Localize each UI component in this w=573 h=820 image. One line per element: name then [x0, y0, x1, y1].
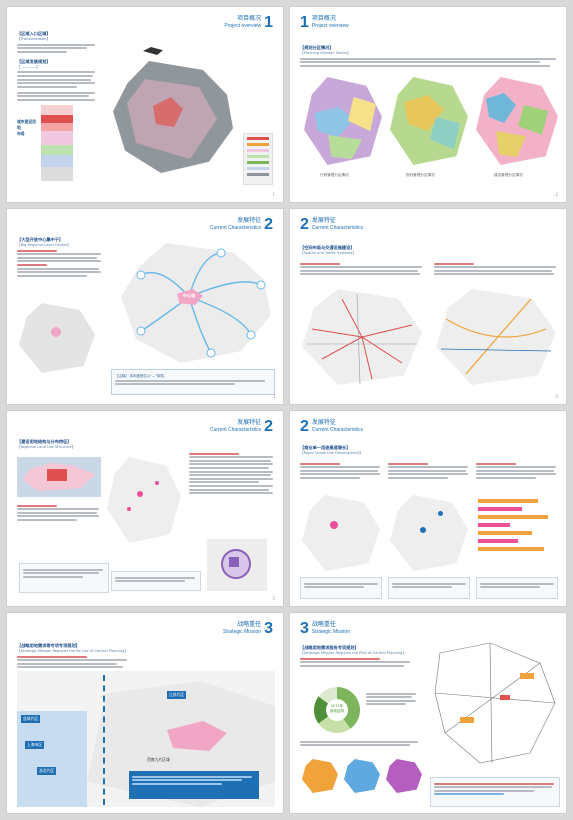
page-1: 项目概况 Project overview 1 【区域入口区域】 【Transp… — [6, 6, 284, 203]
section-sub: 【Planning Division Status】 — [300, 51, 351, 55]
section-sub: 【 ————】 — [17, 64, 40, 69]
center-city-label: 中心城 — [183, 293, 195, 298]
section-sub: 【Rapid Single-Use Development】 — [300, 451, 363, 455]
section-title: 【商业单一用途高速增长】 — [300, 445, 351, 450]
growth-bar-chart — [478, 495, 558, 571]
page-title-cn: 发展特征 — [237, 419, 262, 426]
page-5-header: 发展特征 Current Characteristics 2 — [210, 419, 273, 435]
page-number-badge: 2 — [264, 216, 273, 233]
donut-label: 2011年 用地结构 — [326, 699, 348, 721]
land-structure-donut: 2011年 用地结构 — [314, 687, 360, 733]
section-title: 【战略用地需求服务专项规划】 — [300, 645, 359, 650]
page-7: 战略重任 Strategic Mission 3 【战略用地需求等专项专项规划】… — [6, 612, 284, 814]
map-label: 城市建设用地 布局 — [17, 119, 36, 136]
page-2: 1 项目概况 Project overview 【规划分区情况】 【Planni… — [289, 6, 567, 203]
mini-map-blue — [344, 759, 380, 793]
page-5: 发展特征 Current Characteristics 2 【建设用地结构与分… — [6, 410, 284, 607]
region-label: 总体片区 — [21, 715, 41, 723]
center-network-map: 中心城 — [111, 235, 279, 365]
section-sub: 【Strategic Mission Requires the Plan of … — [300, 651, 406, 655]
page-2-header: 1 项目概况 Project overview — [300, 15, 349, 31]
section-sub: 【Spatial and Traffic Systems】 — [300, 251, 356, 255]
small-region-map — [19, 303, 95, 373]
page-title-cn: 项目概况 — [237, 15, 262, 22]
region-label: 浙北片区 — [37, 767, 57, 775]
section-sub: 【Regional Land Use Structure】 — [17, 445, 76, 449]
mini-map-purple — [386, 759, 422, 793]
region-label: 西南九片区域 — [147, 757, 170, 762]
page-title-cn: 发展特征 — [311, 419, 336, 426]
section-title: 【空间布局与交通设施建设】 — [300, 245, 355, 250]
page-title-en: Current Characteristics — [311, 427, 364, 433]
page-no: 3 — [272, 394, 275, 399]
summary-box — [430, 777, 560, 807]
page-number-badge: 2 — [300, 216, 309, 233]
section-sub: 【Strategic Mission Requires the Re-Use o… — [17, 649, 128, 653]
section-title: 【战略用地需求等专项专项规划】 — [17, 643, 80, 648]
page-title-en: Project overview — [224, 23, 262, 29]
section-title: 【区域入口区域】 — [17, 31, 51, 36]
page-6-header: 2 发展特征 Current Characteristics — [300, 419, 363, 435]
page-title-cn: 战略重任 — [237, 621, 262, 628]
regional-outline-map — [430, 633, 560, 773]
page-number-badge: 1 — [300, 14, 309, 31]
page-3-header: 发展特征 Current Characteristics 2 — [210, 217, 273, 233]
section-sub: 【Transportation】 — [17, 37, 51, 41]
section-title: 【规划分区情况】 — [300, 45, 334, 50]
regional-strategy-map: 总体片区 上海市区 江苏片区 浙北片区 西南九片区域 — [17, 671, 275, 807]
region-label: 江苏片区 — [167, 691, 187, 699]
admin-zone-map — [304, 77, 382, 167]
page-7-header: 战略重任 Strategic Mission 3 — [223, 621, 273, 637]
page-no: 1 — [272, 192, 275, 197]
page-title-en: Current Characteristics — [209, 225, 262, 231]
traffic-map-left — [302, 289, 422, 385]
page-8: 3 战略重任 Strategic Mission 【战略用地需求服务专项规划】 … — [289, 612, 567, 814]
growth-map-2 — [390, 495, 468, 571]
planning-zone-map — [390, 77, 468, 167]
page-number-badge: 1 — [264, 14, 273, 31]
page-no: 4 — [555, 394, 558, 399]
page-title-cn: 发展特征 — [237, 217, 262, 224]
page-number-badge: 2 — [264, 418, 273, 435]
section-title: 【区域发展规划】 — [17, 58, 51, 64]
page-title-cn: 项目概况 — [311, 15, 336, 22]
page-number-badge: 3 — [300, 620, 309, 637]
region-label: 上海市区 — [25, 741, 45, 749]
purple-cluster-map — [207, 539, 267, 591]
map-caption: 行政管理分区情况 — [320, 173, 349, 177]
mini-map-orange — [302, 759, 338, 793]
footnote-box: 【注释】 本年度首位以“—”体现。 — [111, 369, 275, 395]
district-map — [103, 47, 243, 177]
map-legend — [243, 133, 273, 185]
page-title-cn: 战略重任 — [311, 621, 336, 628]
page-number-badge: 2 — [300, 418, 309, 435]
map-caption: 规划管理分区情况 — [406, 173, 435, 177]
land-structure-map — [17, 457, 101, 497]
page-title-en: Strategic Mission — [311, 629, 350, 635]
page-4-header: 2 发展特征 Current Characteristics — [300, 217, 363, 233]
page-title-en: Current Characteristics — [311, 225, 364, 231]
page-1-header: 项目概况 Project overview 1 — [224, 15, 273, 31]
page-number-badge: 3 — [264, 620, 273, 637]
page-3: 发展特征 Current Characteristics 2 【大型开放中心集中… — [6, 208, 284, 405]
page-title-en: Strategic Mission — [223, 629, 262, 635]
section-title: 【建设用地结构与分布特征】 — [17, 439, 72, 444]
land-use-chart: 城市建设用地 布局 — [17, 105, 77, 183]
page-title-en: Current Characteristics — [209, 427, 262, 433]
construction-zone-map — [476, 77, 558, 167]
section-sub: 【Big Regional-Level Center】 — [17, 243, 71, 247]
page-title-en: Project overview — [311, 23, 349, 29]
growth-map-1 — [302, 495, 380, 571]
page-no: 2 — [555, 192, 558, 197]
footnote-text: 【注释】 本年度首位以“—”体现。 — [115, 374, 168, 378]
section-title: 【大型开放中心集中于】 — [17, 237, 64, 242]
page-title-cn: 发展特征 — [311, 217, 336, 224]
page-4: 2 发展特征 Current Characteristics 【空间布局与交通设… — [289, 208, 567, 405]
page-6: 2 发展特征 Current Characteristics 【商业单一用途高速… — [289, 410, 567, 607]
land-distribution-map — [107, 457, 181, 543]
page-no: 5 — [272, 596, 275, 601]
page-8-header: 3 战略重任 Strategic Mission — [300, 621, 350, 637]
traffic-map-right — [436, 289, 556, 385]
map-caption: 建设管理分区情况 — [494, 173, 523, 177]
